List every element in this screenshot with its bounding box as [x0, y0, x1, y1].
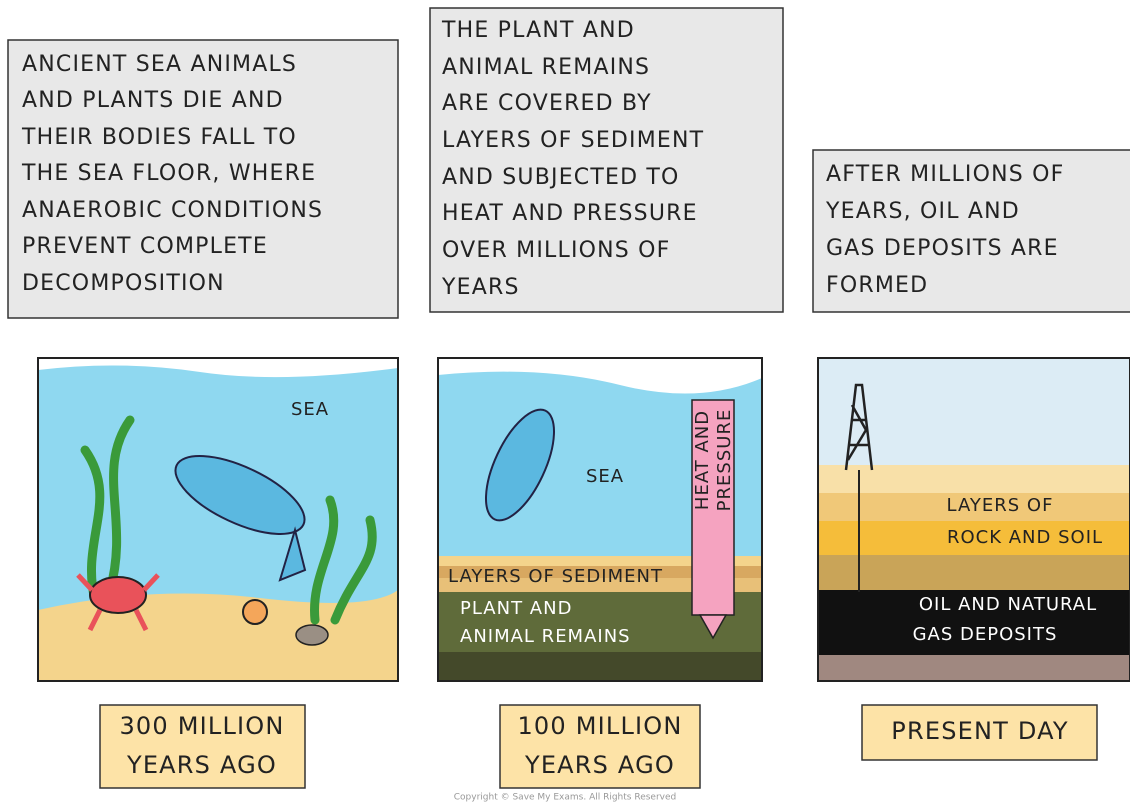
scene-label: OIL AND NATURAL [919, 594, 1097, 615]
caption-line: ANAEROBIC CONDITIONS [22, 198, 323, 223]
caption-line: THE SEA FLOOR, WHERE [21, 161, 316, 186]
caption-line: ARE COVERED BY [442, 91, 652, 116]
caption-box [430, 8, 783, 312]
scene-label: GAS DEPOSITS [913, 624, 1058, 645]
caption-line: GAS DEPOSITS ARE [826, 236, 1059, 261]
caption-line: LAYERS OF SEDIMENT [442, 128, 704, 153]
scene-label: LAYERS OF SEDIMENT [448, 566, 663, 587]
scene-label: LAYERS OF [947, 495, 1054, 516]
scene-1: SEA [38, 358, 398, 681]
caption-line: AFTER MILLIONS OF [826, 162, 1065, 187]
caption-line: OVER MILLIONS OF [442, 238, 671, 263]
scene-label: ANIMAL REMAINS [460, 626, 631, 647]
time-label: 300 MILLION [119, 712, 284, 740]
scene-3: LAYERS OF ROCK AND SOIL OIL AND NATURAL … [818, 358, 1130, 681]
scene-label: PLANT AND [460, 598, 572, 619]
scene-label: ROCK AND SOIL [947, 527, 1103, 548]
caption-line: FORMED [826, 273, 928, 298]
arrow-label: HEAT AND [692, 410, 713, 510]
caption-line: AND SUBJECTED TO [442, 165, 680, 190]
caption-line: THEIR BODIES FALL TO [21, 125, 297, 150]
time-label: 100 MILLION [517, 712, 682, 740]
caption-line: ANCIENT SEA ANIMALS [22, 52, 297, 77]
copyright: Copyright © Save My Exams. All Rights Re… [454, 793, 676, 803]
caption-line: YEARS, OIL AND [825, 199, 1020, 224]
time-label: PRESENT DAY [891, 717, 1068, 745]
caption-line: DECOMPOSITION [22, 271, 225, 296]
caption-line: THE PLANT AND [441, 18, 635, 43]
time-label: YEARS AGO [524, 751, 675, 779]
diagram: ANCIENT SEA ANIMALS AND PLANTS DIE AND T… [0, 0, 1130, 804]
caption-line: HEAT AND PRESSURE [442, 201, 698, 226]
caption-line: AND PLANTS DIE AND [22, 88, 284, 113]
caption-line: PREVENT COMPLETE [22, 234, 268, 259]
caption-line: ANIMAL REMAINS [442, 55, 650, 80]
time-label: YEARS AGO [126, 751, 277, 779]
arrow-label: PRESSURE [714, 409, 735, 512]
scene-2: SEA HEAT AND PRESSURE LAYERS OF SEDIMENT… [438, 358, 762, 681]
caption-line: YEARS [441, 275, 520, 300]
scene-label: SEA [586, 466, 624, 487]
scene-label: SEA [291, 399, 329, 420]
